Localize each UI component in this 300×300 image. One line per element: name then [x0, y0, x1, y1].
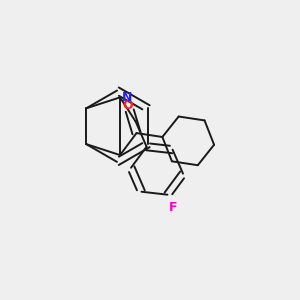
Text: F: F [169, 201, 177, 214]
Text: O: O [122, 99, 133, 112]
Text: N: N [122, 91, 133, 104]
